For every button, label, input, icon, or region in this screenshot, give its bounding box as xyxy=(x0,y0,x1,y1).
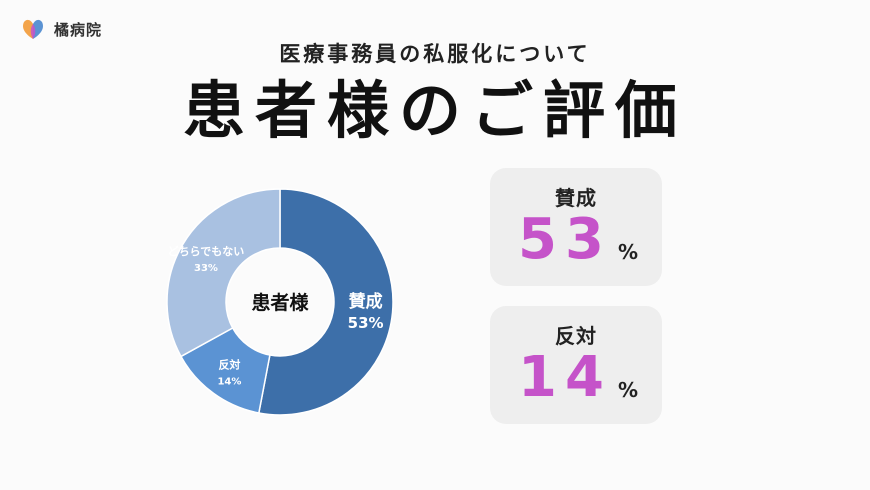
heart-petals-icon xyxy=(23,19,43,39)
brand-name: 橘病院 xyxy=(54,20,103,39)
stat-card-disagree: 反対 14 % xyxy=(490,306,662,424)
stat-card-label: 反対 xyxy=(555,324,597,348)
slice-label-1: 反対 xyxy=(218,358,240,372)
stat-card-value: 53 xyxy=(518,207,612,272)
stat-card-label: 賛成 xyxy=(555,186,597,210)
stat-card-value: 14 xyxy=(518,345,612,410)
slice-label-2: どちらでもない xyxy=(168,245,245,258)
stat-card-agree: 賛成 53 % xyxy=(490,168,662,286)
slice-value-1: 14% xyxy=(217,377,241,388)
donut-slice-2 xyxy=(166,188,281,358)
slice-value-2: 33% xyxy=(194,263,218,274)
slice-label-0: 賛成 xyxy=(349,291,383,312)
donut-chart-svg: 賛成 53% 反対 14% どちらでもない 33% 患者様 xyxy=(166,188,394,416)
logo: 橘病院 xyxy=(20,16,102,42)
stat-card-unit: % xyxy=(618,240,639,264)
slice-value-0: 53% xyxy=(348,314,384,332)
donut-chart: 賛成 53% 反対 14% どちらでもない 33% 患者様 xyxy=(150,172,410,432)
stat-card-unit: % xyxy=(618,378,639,402)
page-subtitle: 医療事務員の私服化について xyxy=(279,42,591,66)
page-title: 患者様のご評価 xyxy=(182,74,687,147)
donut-center-label: 患者様 xyxy=(251,291,309,314)
donut-slice-0 xyxy=(257,188,394,416)
